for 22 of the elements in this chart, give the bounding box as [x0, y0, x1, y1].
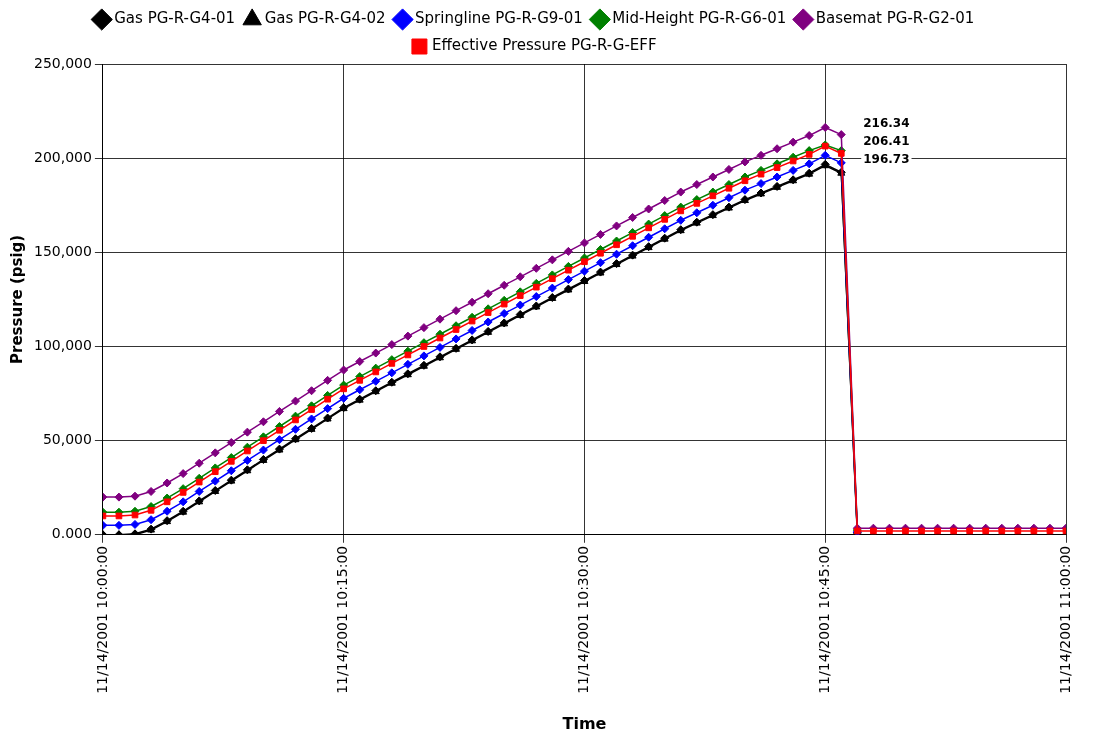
y-tick-label: 50,000	[42, 431, 92, 448]
legend-label: Springline PG-R-G9-01	[415, 9, 583, 28]
y-tick-label: 250,000	[33, 54, 92, 71]
y-tick-label: 150,000	[33, 242, 92, 259]
legend-label: Effective Pressure PG-R-G-EFF	[431, 36, 657, 55]
legend-label: Mid-Height PG-R-G6-01	[612, 9, 787, 28]
y-tick-label: 200,000	[33, 148, 92, 165]
annotation: 216.34	[863, 115, 910, 130]
y-tick-label: 0.000	[51, 525, 92, 542]
legend-label: Basemat PG-R-G2-01	[815, 9, 975, 28]
legend-label: Gas PG-R-G4-01	[114, 9, 236, 28]
annotation: 206.41	[863, 133, 910, 148]
x-tick-label: 11/14/2001 10:45:00	[815, 545, 832, 694]
x-axis-title: Time	[562, 713, 607, 733]
y-axis-title: Pressure (psig)	[7, 234, 26, 364]
x-tick-label: 11/14/2001 10:15:00	[334, 545, 351, 694]
x-tick-label: 11/14/2001 10:00:00	[93, 545, 110, 694]
y-tick-label: 100,000	[33, 337, 92, 354]
x-tick-label: 11/14/2001 10:30:00	[575, 545, 592, 694]
annotation: 196.73	[863, 151, 910, 166]
legend-label: Gas PG-R-G4-02	[264, 9, 386, 28]
x-tick-label: 11/14/2001 11:00:00	[1056, 545, 1073, 694]
